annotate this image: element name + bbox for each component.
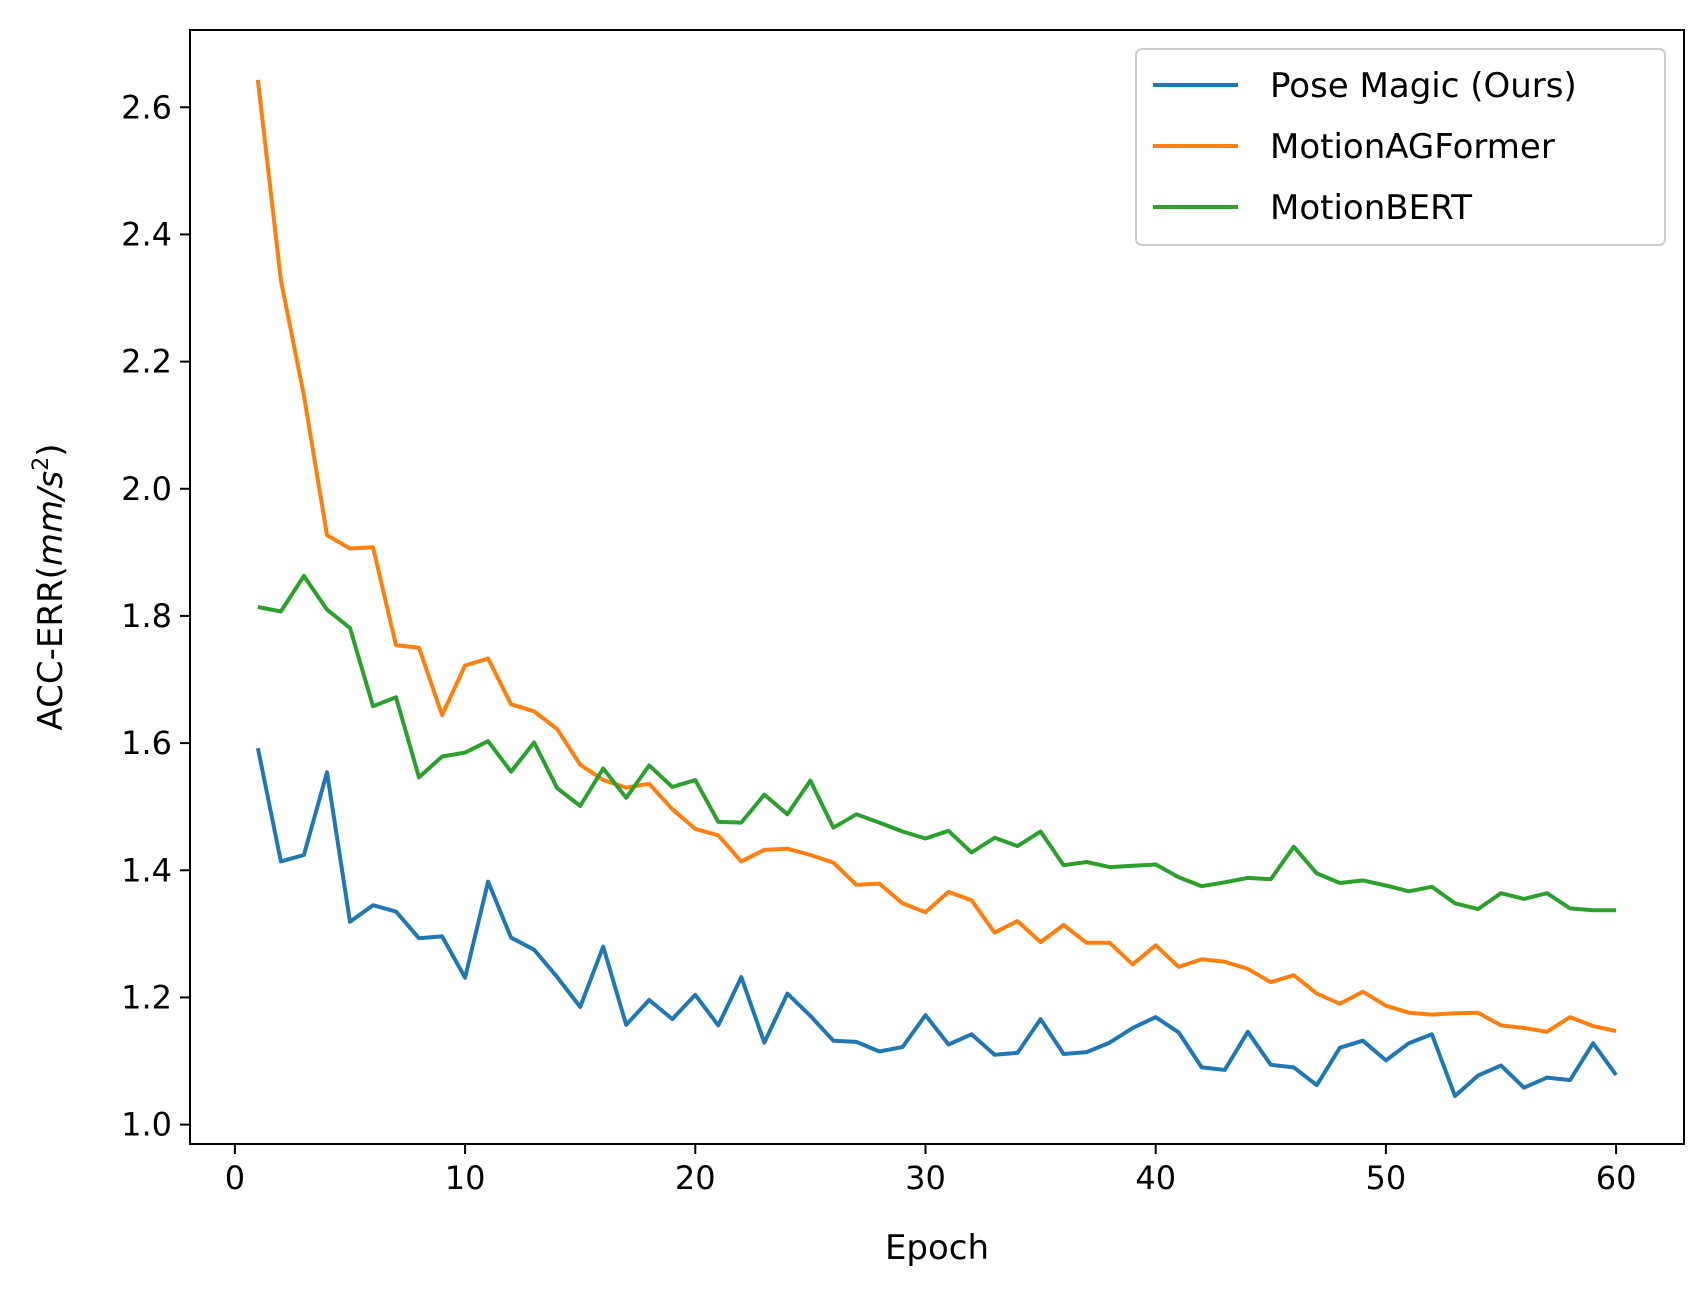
legend-box <box>1135 48 1666 246</box>
legend-label-motionbert: MotionBERT <box>1270 188 1472 228</box>
y-tick-label: 1.6 <box>121 724 172 762</box>
x-tick-label: 10 <box>445 1159 486 1197</box>
y-tick-label: 2.0 <box>121 470 172 508</box>
x-tick-label: 50 <box>1366 1159 1407 1197</box>
series-line-motionagformer <box>255 79 1617 1034</box>
x-tick-label: 60 <box>1596 1159 1637 1197</box>
series-line-pose-magic-ours <box>255 747 1618 1098</box>
x-tick-label: 40 <box>1135 1159 1176 1197</box>
legend-label-pose-magic: Pose Magic (Ours) <box>1270 66 1577 106</box>
series-line-motionbert <box>257 573 1617 913</box>
y-axis-label: ACC-ERR(mm/s2) <box>29 443 71 730</box>
y-tick-label: 1.4 <box>121 851 172 889</box>
y-tick-label: 1.2 <box>121 978 172 1016</box>
legend-label-motionagformer: MotionAGFormer <box>1270 127 1555 167</box>
x-tick-label: 30 <box>905 1159 946 1197</box>
y-axis-ticks: 1.0 1.2 1.4 1.6 1.8 2.0 2.2 2.4 2.6 <box>121 88 190 1144</box>
y-axis-label-close: ) <box>31 443 71 456</box>
x-tick-label: 0 <box>225 1159 245 1197</box>
y-axis-label-superscript: 2 <box>29 457 54 471</box>
y-axis-label-prefix: ACC-ERR( <box>31 566 71 730</box>
y-tick-label: 2.4 <box>121 215 172 253</box>
plot-frame <box>189 29 1685 1145</box>
y-tick-label: 1.8 <box>121 597 172 635</box>
legend: Pose Magic (Ours) MotionAGFormer MotionB… <box>1135 48 1666 246</box>
x-tick-label: 20 <box>675 1159 716 1197</box>
x-axis-label: Epoch <box>885 1228 989 1268</box>
series-layer <box>255 79 1618 1098</box>
y-axis-label-math: mm/s <box>31 471 71 566</box>
y-tick-label: 2.6 <box>121 88 172 126</box>
y-tick-label: 1.0 <box>121 1106 172 1144</box>
y-tick-label: 2.2 <box>121 343 172 381</box>
x-axis-ticks: 0 10 20 30 40 50 60 <box>225 1144 1637 1197</box>
